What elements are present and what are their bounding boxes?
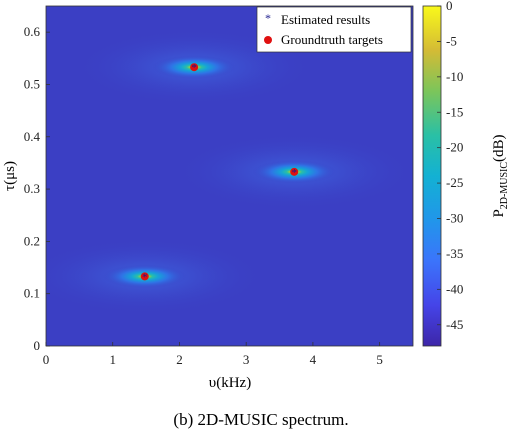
legend-dot-icon	[264, 36, 272, 44]
colorbar-ticks: 0 -5 -10 -15 -20 -25 -30 -35 -40 -45	[437, 0, 463, 332]
estimated-point-0: *	[191, 62, 197, 74]
chart-figure: * * * 0 1 2 3 4 5 0 0.1 0.2 0.3 0.4 0.5 0.6 υ(kHz) τ(…	[2, 0, 510, 391]
colorbar-tick-label-6: -30	[446, 211, 463, 226]
x-tick-label-5: 5	[376, 352, 383, 367]
legend-label-groundtruth: Groundtruth targets	[281, 32, 383, 47]
colorbar-tick-label-7: -35	[446, 246, 463, 261]
colorbar-tick-label-2: -10	[446, 69, 463, 84]
y-tick-label-5: 0.5	[24, 76, 40, 91]
legend: * Estimated results Groundtruth targets	[256, 6, 412, 53]
colorbar-tick-label-5: -25	[446, 175, 463, 190]
colorbar-tick-label-8: -40	[446, 281, 463, 296]
y-axis-ticks: 0 0.1 0.2 0.3 0.4 0.5 0.6	[24, 24, 50, 353]
colorbar-tick-label-3: -15	[446, 104, 463, 119]
estimated-point-2: *	[142, 271, 148, 283]
legend-box	[256, 6, 412, 53]
colorbar-tick-label-1: -5	[446, 33, 457, 48]
y-tick-label-6: 0.6	[24, 24, 41, 39]
colorbar-label: P2D-MUSIC(dB)	[491, 134, 510, 217]
estimated-point-1: *	[291, 167, 297, 179]
x-axis-label: υ(kHz)	[209, 375, 251, 391]
groundtruth-point-0	[190, 63, 199, 72]
groundtruth-point-2	[140, 272, 149, 281]
colorbar-tick-label-9: -45	[446, 317, 463, 332]
x-tick-label-1: 1	[109, 352, 116, 367]
legend-star-icon: *	[265, 11, 271, 25]
legend-label-estimated: Estimated results	[281, 12, 370, 27]
colorbar-tick-label-0: 0	[446, 0, 453, 13]
y-tick-label-0: 0	[34, 338, 41, 353]
figure-caption: (b) 2D-MUSIC spectrum.	[173, 410, 349, 429]
x-axis-ticks: 0 1 2 3 4 5	[43, 342, 383, 367]
colorbar-tick-label-4: -20	[446, 140, 463, 155]
y-tick-label-4: 0.4	[24, 129, 41, 144]
y-axis-label: τ(μs)	[2, 161, 18, 191]
x-tick-label-4: 4	[310, 352, 317, 367]
x-tick-label-0: 0	[43, 352, 50, 367]
groundtruth-point-1	[290, 167, 299, 176]
target-markers: * * *	[140, 62, 299, 283]
y-tick-label-3: 0.3	[24, 181, 40, 196]
x-tick-label-3: 3	[243, 352, 250, 367]
x-tick-label-2: 2	[176, 352, 183, 367]
colorbar	[422, 5, 442, 347]
y-tick-label-2: 0.2	[24, 233, 40, 248]
y-tick-label-1: 0.1	[24, 286, 40, 301]
